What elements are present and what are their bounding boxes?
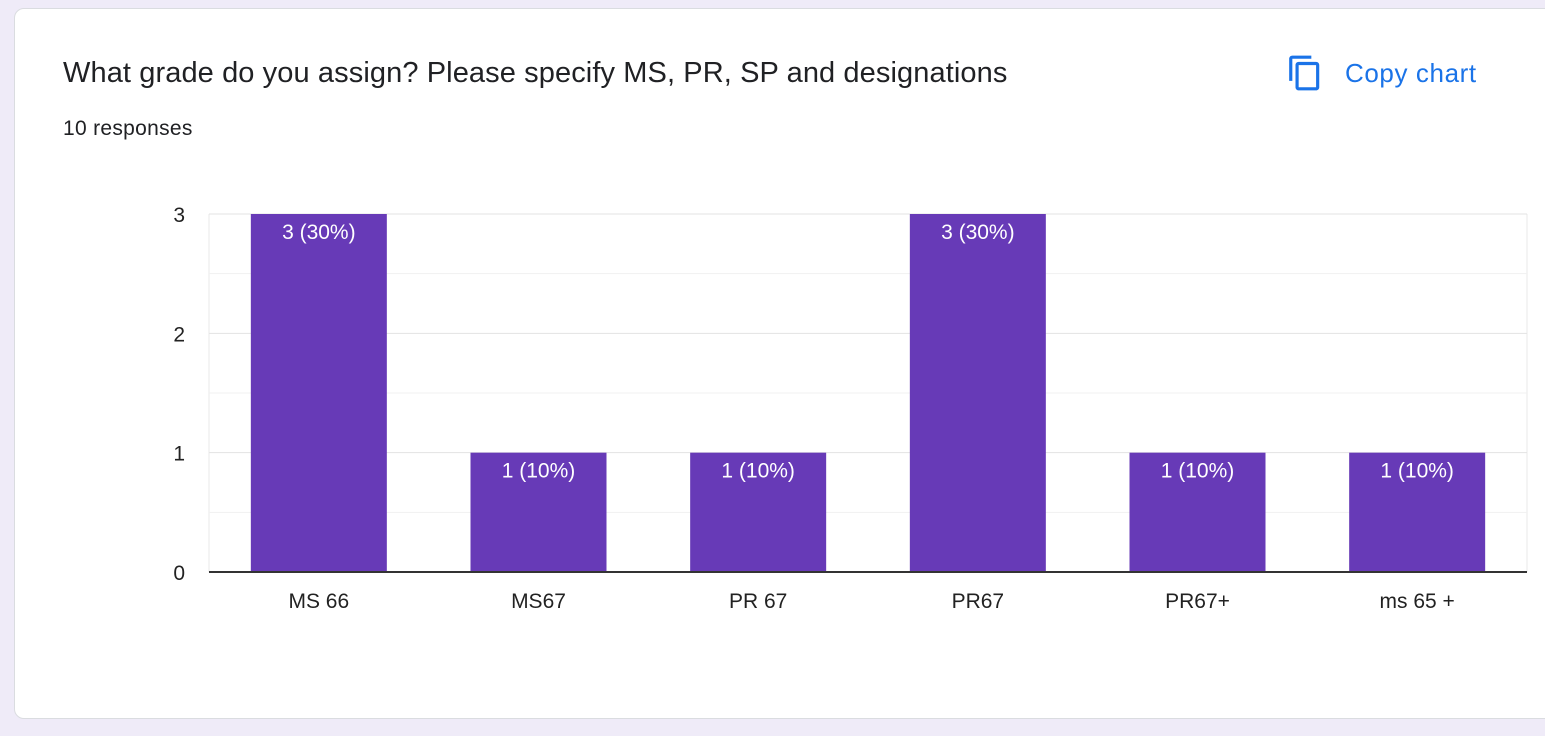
axes: 0 1 2 3 MS 66 MS67 PR 67 PR67 PR67+ ms 65 +: [173, 204, 1527, 613]
y-tick-label: 3: [173, 204, 185, 227]
y-tick-label: 2: [173, 323, 185, 346]
copy-chart-button[interactable]: Copy chart: [1277, 49, 1485, 97]
bar: [1349, 452, 1486, 572]
x-tick-label: PR67: [952, 590, 1005, 613]
data-label: 1 (10%): [1380, 460, 1454, 483]
chart-card: What grade do you assign? Please specify…: [14, 8, 1545, 719]
data-label: 1 (10%): [1161, 460, 1235, 483]
y-tick-label: 0: [173, 562, 185, 585]
data-label: 1 (10%): [721, 460, 795, 483]
bar: [909, 214, 1046, 572]
data-label: 3 (30%): [941, 221, 1015, 244]
x-tick-label: MS 66: [288, 590, 349, 613]
data-labels: 3 (30%) 1 (10%) 1 (10%) 3 (30%) 1 (10%) 1 (10…: [282, 221, 1454, 483]
bar: [470, 452, 607, 572]
bar: [1129, 452, 1266, 572]
bar: [690, 452, 827, 572]
bars: [250, 214, 1486, 572]
grid-lines: [208, 213, 1528, 572]
copy-chart-label: Copy chart: [1345, 57, 1477, 88]
data-label: 3 (30%): [282, 221, 356, 244]
x-tick-label: ms 65 +: [1380, 590, 1455, 613]
response-count: 10 responses: [63, 117, 193, 140]
question-title: What grade do you assign? Please specify…: [63, 57, 1008, 89]
copy-icon: [1285, 53, 1325, 93]
x-tick-label: PR67+: [1165, 590, 1230, 613]
bar-chart: 3 (30%) 1 (10%) 1 (10%) 3 (30%) 1 (10%) 1 (10…: [173, 204, 1528, 613]
data-label: 1 (10%): [502, 460, 576, 483]
y-tick-label: 1: [173, 443, 185, 466]
bar: [250, 214, 387, 572]
x-tick-label: PR 67: [729, 590, 787, 613]
x-tick-label: MS67: [511, 590, 566, 613]
